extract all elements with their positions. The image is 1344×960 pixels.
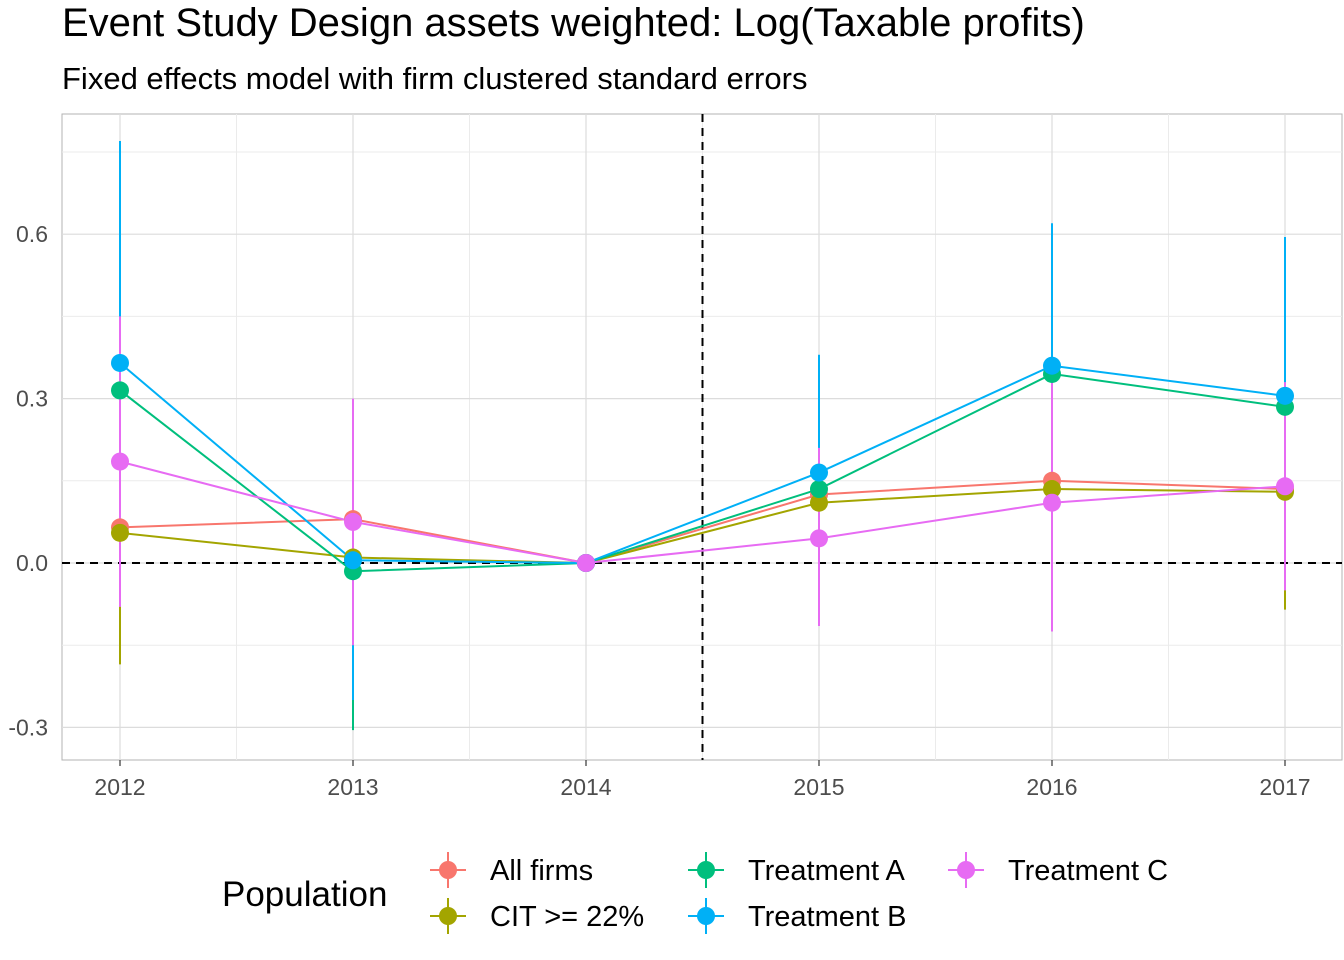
x-tick-label-2016: 2016 [1026, 774, 1077, 800]
data-point-s4-2014 [577, 554, 595, 572]
series-line-s2 [119, 372, 1286, 573]
series-line-s1 [119, 488, 1286, 565]
x-tick-label-2012: 2012 [94, 774, 145, 800]
data-point-s4-2016 [1043, 493, 1061, 512]
data-point-s3-2012 [111, 353, 129, 372]
legend: Population All firms CIT >= 22% Treatment … [222, 852, 1168, 934]
legend-key-point [439, 861, 457, 879]
data-point-s2-2012 [111, 381, 129, 400]
x-tick-label-2013: 2013 [327, 774, 378, 800]
data-point-s1-2016 [1043, 480, 1061, 499]
legend-item-4: Treatment C [948, 852, 1168, 888]
legend-label: Treatment B [748, 901, 906, 933]
y-axis: -0.3 0.0 0.3 0.6 [8, 221, 48, 740]
series-line-s4 [119, 460, 1286, 565]
legend-items: All firms CIT >= 22% Treatment A Treatment … [430, 852, 1168, 934]
legend-key-point [697, 907, 715, 925]
legend-label: Treatment C [1008, 855, 1168, 887]
data-point-s4-2015 [810, 529, 828, 548]
data-point-s3-2017 [1276, 386, 1294, 405]
data-point-s4-2012 [111, 452, 129, 471]
series-line-s3 [119, 362, 1286, 565]
legend-item-0: All firms [430, 852, 593, 888]
legend-item-3: Treatment B [688, 898, 906, 934]
x-tick-label-2017: 2017 [1259, 774, 1310, 800]
legend-key-point [697, 861, 715, 879]
x-axis: 2012 2013 2014 2015 2016 2017 [94, 760, 1311, 800]
chart-title: Event Study Design assets weighted: Log(… [62, 1, 1085, 45]
legend-item-2: Treatment A [688, 852, 906, 888]
data-point-s4-2017 [1276, 477, 1294, 496]
y-tick-label: 0.3 [16, 386, 48, 412]
legend-key-point [439, 907, 457, 925]
reference-lines [62, 114, 1342, 760]
x-tick-label-2014: 2014 [560, 774, 611, 800]
data-point-s1-2015 [810, 493, 828, 512]
legend-title: Population [222, 875, 387, 914]
chart-subtitle: Fixed effects model with firm clustered … [62, 61, 807, 96]
legend-item-1: CIT >= 22% [430, 898, 644, 934]
y-tick-label: 0.0 [16, 550, 48, 576]
series-lines [119, 362, 1286, 573]
y-tick-label: -0.3 [8, 714, 48, 740]
data-point-s3-2015 [810, 463, 828, 482]
y-tick-label: 0.6 [16, 221, 48, 247]
data-point-s2-2015 [810, 480, 828, 499]
legend-label: All firms [490, 855, 593, 887]
plot-panel [61, 113, 1343, 761]
series-points [111, 353, 1294, 581]
data-point-s4-2013 [344, 512, 362, 531]
series-line-s0 [119, 479, 1286, 565]
legend-key-point [957, 861, 975, 879]
legend-label: CIT >= 22% [490, 901, 644, 933]
x-tick-label-2015: 2015 [793, 774, 844, 800]
data-point-s1-2012 [111, 523, 129, 542]
data-point-s3-2016 [1043, 356, 1061, 375]
data-point-s3-2013 [344, 551, 362, 570]
legend-label: Treatment A [748, 855, 906, 887]
